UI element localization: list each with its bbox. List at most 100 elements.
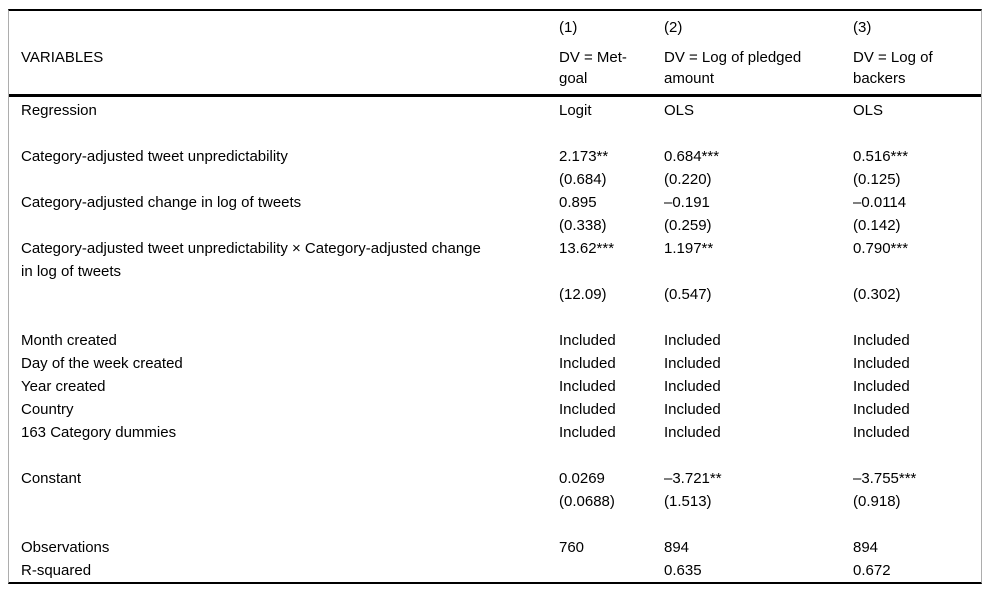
cell-col1 bbox=[559, 559, 664, 582]
column-dv-2: DV = Log of pledged amount bbox=[664, 49, 802, 87]
cell-col2: 894 bbox=[664, 539, 690, 556]
column-dv-1: DV = Met- goal bbox=[559, 49, 627, 87]
cell-col1: Included bbox=[559, 401, 616, 418]
cell-col2: –3.721** bbox=[664, 470, 722, 487]
cell-col3: Included bbox=[853, 355, 910, 372]
table-row: Category-adjusted change in log of tweet… bbox=[9, 191, 981, 214]
row-label: Day of the week created bbox=[21, 355, 183, 372]
table-body: Regression Logit OLS OLS Category-adjust… bbox=[9, 97, 981, 582]
cell-col1: 2.173** bbox=[559, 148, 609, 165]
table-row: Country Included Included Included bbox=[9, 398, 981, 421]
cell-col3: –0.0114 bbox=[853, 194, 907, 211]
cell-col2: Included bbox=[664, 332, 721, 349]
row-label: Country bbox=[21, 401, 74, 418]
cell-col2 bbox=[664, 513, 853, 536]
cell-col2: (1.513) bbox=[664, 493, 712, 510]
table-row: Category-adjusted tweet unpredictability… bbox=[9, 145, 981, 168]
cell-col2 bbox=[664, 122, 853, 145]
cell-col2: OLS bbox=[664, 102, 695, 119]
cell-col3: OLS bbox=[853, 102, 884, 119]
column-header-1: (1) DV = Met- goal bbox=[559, 16, 664, 89]
cell-col1 bbox=[559, 306, 664, 329]
row-label bbox=[21, 168, 559, 191]
header-variables-cell: VARIABLES bbox=[21, 16, 559, 68]
cell-col1: Included bbox=[559, 378, 616, 395]
cell-col1 bbox=[559, 513, 664, 536]
cell-col1: 760 bbox=[559, 539, 585, 556]
table-header-row: VARIABLES (1) DV = Met- goal (2) DV = Lo… bbox=[9, 11, 981, 97]
column-number-2: (2) bbox=[664, 19, 683, 36]
column-header-3: (3) DV = Log of backers bbox=[853, 16, 981, 89]
table-row: (0.338) (0.259) (0.142) bbox=[9, 214, 981, 237]
column-dv-3: DV = Log of backers bbox=[853, 49, 933, 87]
table-row: Year created Included Included Included bbox=[9, 375, 981, 398]
cell-col3: 0.672 bbox=[853, 562, 891, 579]
cell-col3: (0.302) bbox=[853, 286, 901, 303]
cell-col3: (0.918) bbox=[853, 493, 901, 510]
cell-col2: Included bbox=[664, 424, 721, 441]
table-row bbox=[9, 513, 981, 536]
cell-col3 bbox=[853, 513, 981, 536]
cell-col2: –0.191 bbox=[664, 194, 710, 211]
cell-col2: (0.259) bbox=[664, 217, 712, 234]
table-row: (12.09) (0.547) (0.302) bbox=[9, 283, 981, 306]
cell-col2: Included bbox=[664, 355, 721, 372]
cell-col1 bbox=[559, 122, 664, 145]
row-label bbox=[21, 490, 559, 513]
cell-col3 bbox=[853, 122, 981, 145]
cell-col2 bbox=[664, 444, 853, 467]
row-label bbox=[21, 444, 559, 467]
table-row: Day of the week created Included Include… bbox=[9, 352, 981, 375]
cell-col3 bbox=[853, 444, 981, 467]
table-row: (0.0688) (1.513) (0.918) bbox=[9, 490, 981, 513]
table-row: R-squared 0.635 0.672 bbox=[9, 559, 981, 582]
table-row bbox=[9, 306, 981, 329]
row-label: Regression bbox=[21, 102, 97, 119]
cell-col1: (0.0688) bbox=[559, 493, 615, 510]
cell-col3: Included bbox=[853, 401, 910, 418]
cell-col1: (12.09) bbox=[559, 286, 607, 303]
table-row: Constant 0.0269 –3.721** –3.755*** bbox=[9, 467, 981, 490]
row-label: R-squared bbox=[21, 562, 92, 579]
row-label: Year created bbox=[21, 378, 106, 395]
cell-col2: (0.547) bbox=[664, 286, 712, 303]
row-label bbox=[21, 306, 559, 329]
table-row: Regression Logit OLS OLS bbox=[9, 99, 981, 122]
row-label: Category-adjusted tweet unpredictability bbox=[21, 148, 288, 165]
cell-col1: Included bbox=[559, 355, 616, 372]
table-row bbox=[9, 444, 981, 467]
row-label: Category-adjusted change in log of tweet… bbox=[21, 194, 302, 211]
cell-col3: Included bbox=[853, 332, 910, 349]
row-label: 163 Category dummies bbox=[21, 424, 177, 441]
variables-label: VARIABLES bbox=[21, 49, 104, 66]
cell-col1: (0.338) bbox=[559, 217, 607, 234]
cell-col3: Included bbox=[853, 378, 910, 395]
cell-col2: Included bbox=[664, 401, 721, 418]
row-label bbox=[21, 283, 559, 306]
row-label: Constant bbox=[21, 470, 82, 487]
column-header-2: (2) DV = Log of pledged amount bbox=[664, 16, 853, 89]
row-label: Observations bbox=[21, 539, 110, 556]
table-row: Month created Included Included Included bbox=[9, 329, 981, 352]
cell-col1 bbox=[559, 444, 664, 467]
cell-col2: 1.197** bbox=[664, 240, 714, 257]
table-row: 163 Category dummies Included Included I… bbox=[9, 421, 981, 444]
cell-col1: Included bbox=[559, 332, 616, 349]
row-label bbox=[21, 122, 559, 145]
cell-col3: 0.790*** bbox=[853, 240, 909, 257]
row-label bbox=[21, 214, 559, 237]
cell-col3: (0.125) bbox=[853, 171, 901, 188]
cell-col3: Included bbox=[853, 424, 910, 441]
row-label: Month created bbox=[21, 332, 117, 349]
cell-col3: –3.755*** bbox=[853, 470, 917, 487]
cell-col1: Included bbox=[559, 424, 616, 441]
row-label: Category-adjusted tweet unpredictability… bbox=[21, 240, 481, 280]
cell-col2 bbox=[664, 306, 853, 329]
cell-col1: 13.62*** bbox=[559, 240, 615, 257]
cell-col3: 0.516*** bbox=[853, 148, 909, 165]
cell-col1: 0.0269 bbox=[559, 470, 605, 487]
cell-col2: (0.220) bbox=[664, 171, 712, 188]
table-row: Observations 760 894 894 bbox=[9, 536, 981, 559]
cell-col1: 0.895 bbox=[559, 194, 597, 211]
cell-col3 bbox=[853, 306, 981, 329]
